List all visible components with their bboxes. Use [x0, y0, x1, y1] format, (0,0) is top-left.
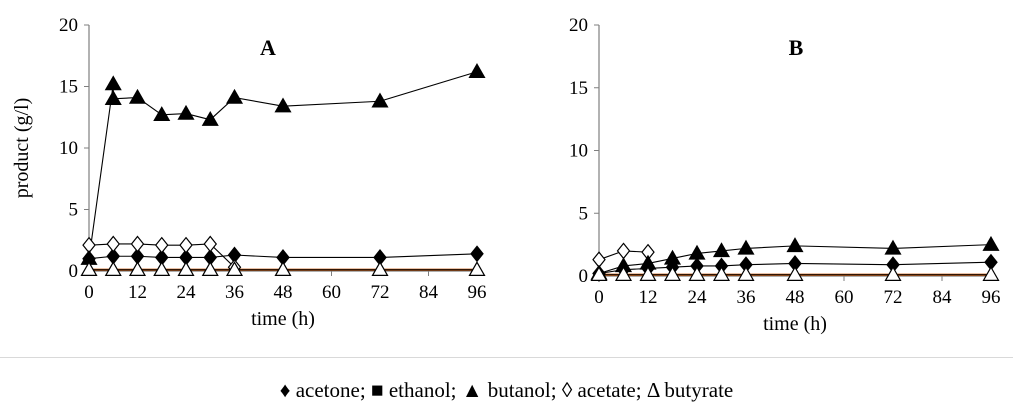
point-butyrate — [590, 266, 608, 281]
point-butyrate — [371, 261, 389, 276]
point-acetate — [616, 242, 631, 260]
x-tick-label: 84 — [419, 282, 439, 303]
x-tick-label: 24 — [177, 282, 197, 303]
point-butanol — [737, 239, 755, 255]
point-butanol — [104, 75, 122, 91]
point-butanol — [688, 244, 706, 260]
point-butyrate — [225, 261, 244, 276]
point-butanol — [153, 106, 171, 122]
x-axis-label: time (h) — [763, 313, 827, 335]
point-butanol — [201, 111, 219, 126]
point-butanol — [884, 239, 902, 255]
point-butyrate — [104, 261, 122, 276]
point-acetate — [179, 236, 193, 254]
y-tick-label: 0 — [579, 266, 589, 287]
x-tick-label: 0 — [594, 287, 604, 308]
y-tick-label: 10 — [569, 141, 588, 162]
y-tick-label: 20 — [569, 15, 588, 36]
point-butyrate — [177, 261, 195, 276]
point-butyrate — [614, 266, 633, 281]
x-tick-label: 72 — [884, 287, 903, 308]
point-acetate — [106, 235, 121, 253]
point-acetone — [470, 245, 484, 263]
y-tick-label: 15 — [569, 78, 588, 99]
y-tick-label: 15 — [59, 77, 78, 98]
x-tick-label: 84 — [933, 287, 953, 308]
point-butyrate — [982, 266, 1000, 281]
x-tick-label: 96 — [982, 287, 1001, 308]
x-tick-label: 60 — [322, 282, 341, 303]
y-tick-label: 0 — [69, 261, 79, 282]
x-tick-label: 48 — [786, 287, 805, 308]
point-butanol — [128, 88, 147, 104]
point-acetate — [130, 235, 145, 253]
point-butanol — [225, 88, 244, 104]
point-butyrate — [128, 261, 147, 276]
point-butyrate — [80, 261, 98, 276]
series-line-butanol — [598, 244, 992, 275]
point-acetate — [203, 235, 218, 253]
point-butyrate — [884, 266, 902, 281]
x-tick-label: 12 — [639, 287, 658, 308]
divider — [0, 357, 1013, 358]
legend: ♦ acetone; ■ ethanol; ▲ butanol; ◊ aceta… — [279, 378, 734, 402]
x-tick-label: 48 — [274, 282, 293, 303]
chart-title: A — [260, 35, 276, 60]
point-butanol — [982, 235, 1000, 251]
x-tick-label: 24 — [688, 287, 708, 308]
chart-panel-b: 0 5 10 15 20 0 12 24 36 48 60 72 84 96 time (h) B — [569, 15, 1001, 335]
x-tick-label: 12 — [128, 282, 147, 303]
y-tick-label: 20 — [59, 15, 78, 36]
point-butanol — [371, 92, 389, 108]
x-axis-label: time (h) — [251, 308, 315, 330]
point-butyrate — [274, 261, 292, 276]
point-butyrate — [639, 266, 657, 281]
series-line-acetone — [598, 261, 992, 275]
x-tick-label: 36 — [737, 287, 756, 308]
x-tick-label: 60 — [835, 287, 854, 308]
point-butyrate — [201, 261, 219, 276]
figure: 0 5 10 15 20 0 12 24 36 48 60 72 84 96 time (h) product… — [11, 15, 1001, 335]
point-butanol — [663, 249, 682, 265]
point-butanol — [177, 104, 195, 120]
point-butyrate — [737, 266, 755, 281]
x-tick-label: 96 — [468, 282, 487, 303]
y-tick-label: 5 — [579, 203, 589, 224]
point-butyrate — [663, 266, 682, 281]
chart-panel-a: 0 5 10 15 20 0 12 24 36 48 60 72 84 96 time (h) product… — [11, 15, 487, 330]
chart-title: B — [789, 35, 804, 60]
point-butanol — [712, 242, 731, 258]
point-butyrate — [153, 261, 171, 276]
point-butanol — [104, 90, 122, 106]
y-tick-label: 5 — [69, 200, 79, 221]
point-butyrate — [688, 266, 706, 281]
point-butanol — [468, 63, 486, 78]
point-butanol — [786, 237, 804, 253]
x-tick-label: 36 — [225, 282, 244, 303]
point-butyrate — [712, 266, 731, 281]
point-acetate — [154, 236, 169, 254]
x-tick-label: 0 — [84, 282, 94, 303]
series-line-acetone — [88, 253, 478, 260]
x-tick-label: 72 — [371, 282, 390, 303]
y-tick-label: 10 — [59, 138, 78, 159]
point-butanol — [274, 97, 292, 113]
y-axis-label: product (g/l) — [11, 98, 33, 199]
point-butyrate — [786, 266, 804, 281]
point-butyrate — [468, 261, 486, 276]
